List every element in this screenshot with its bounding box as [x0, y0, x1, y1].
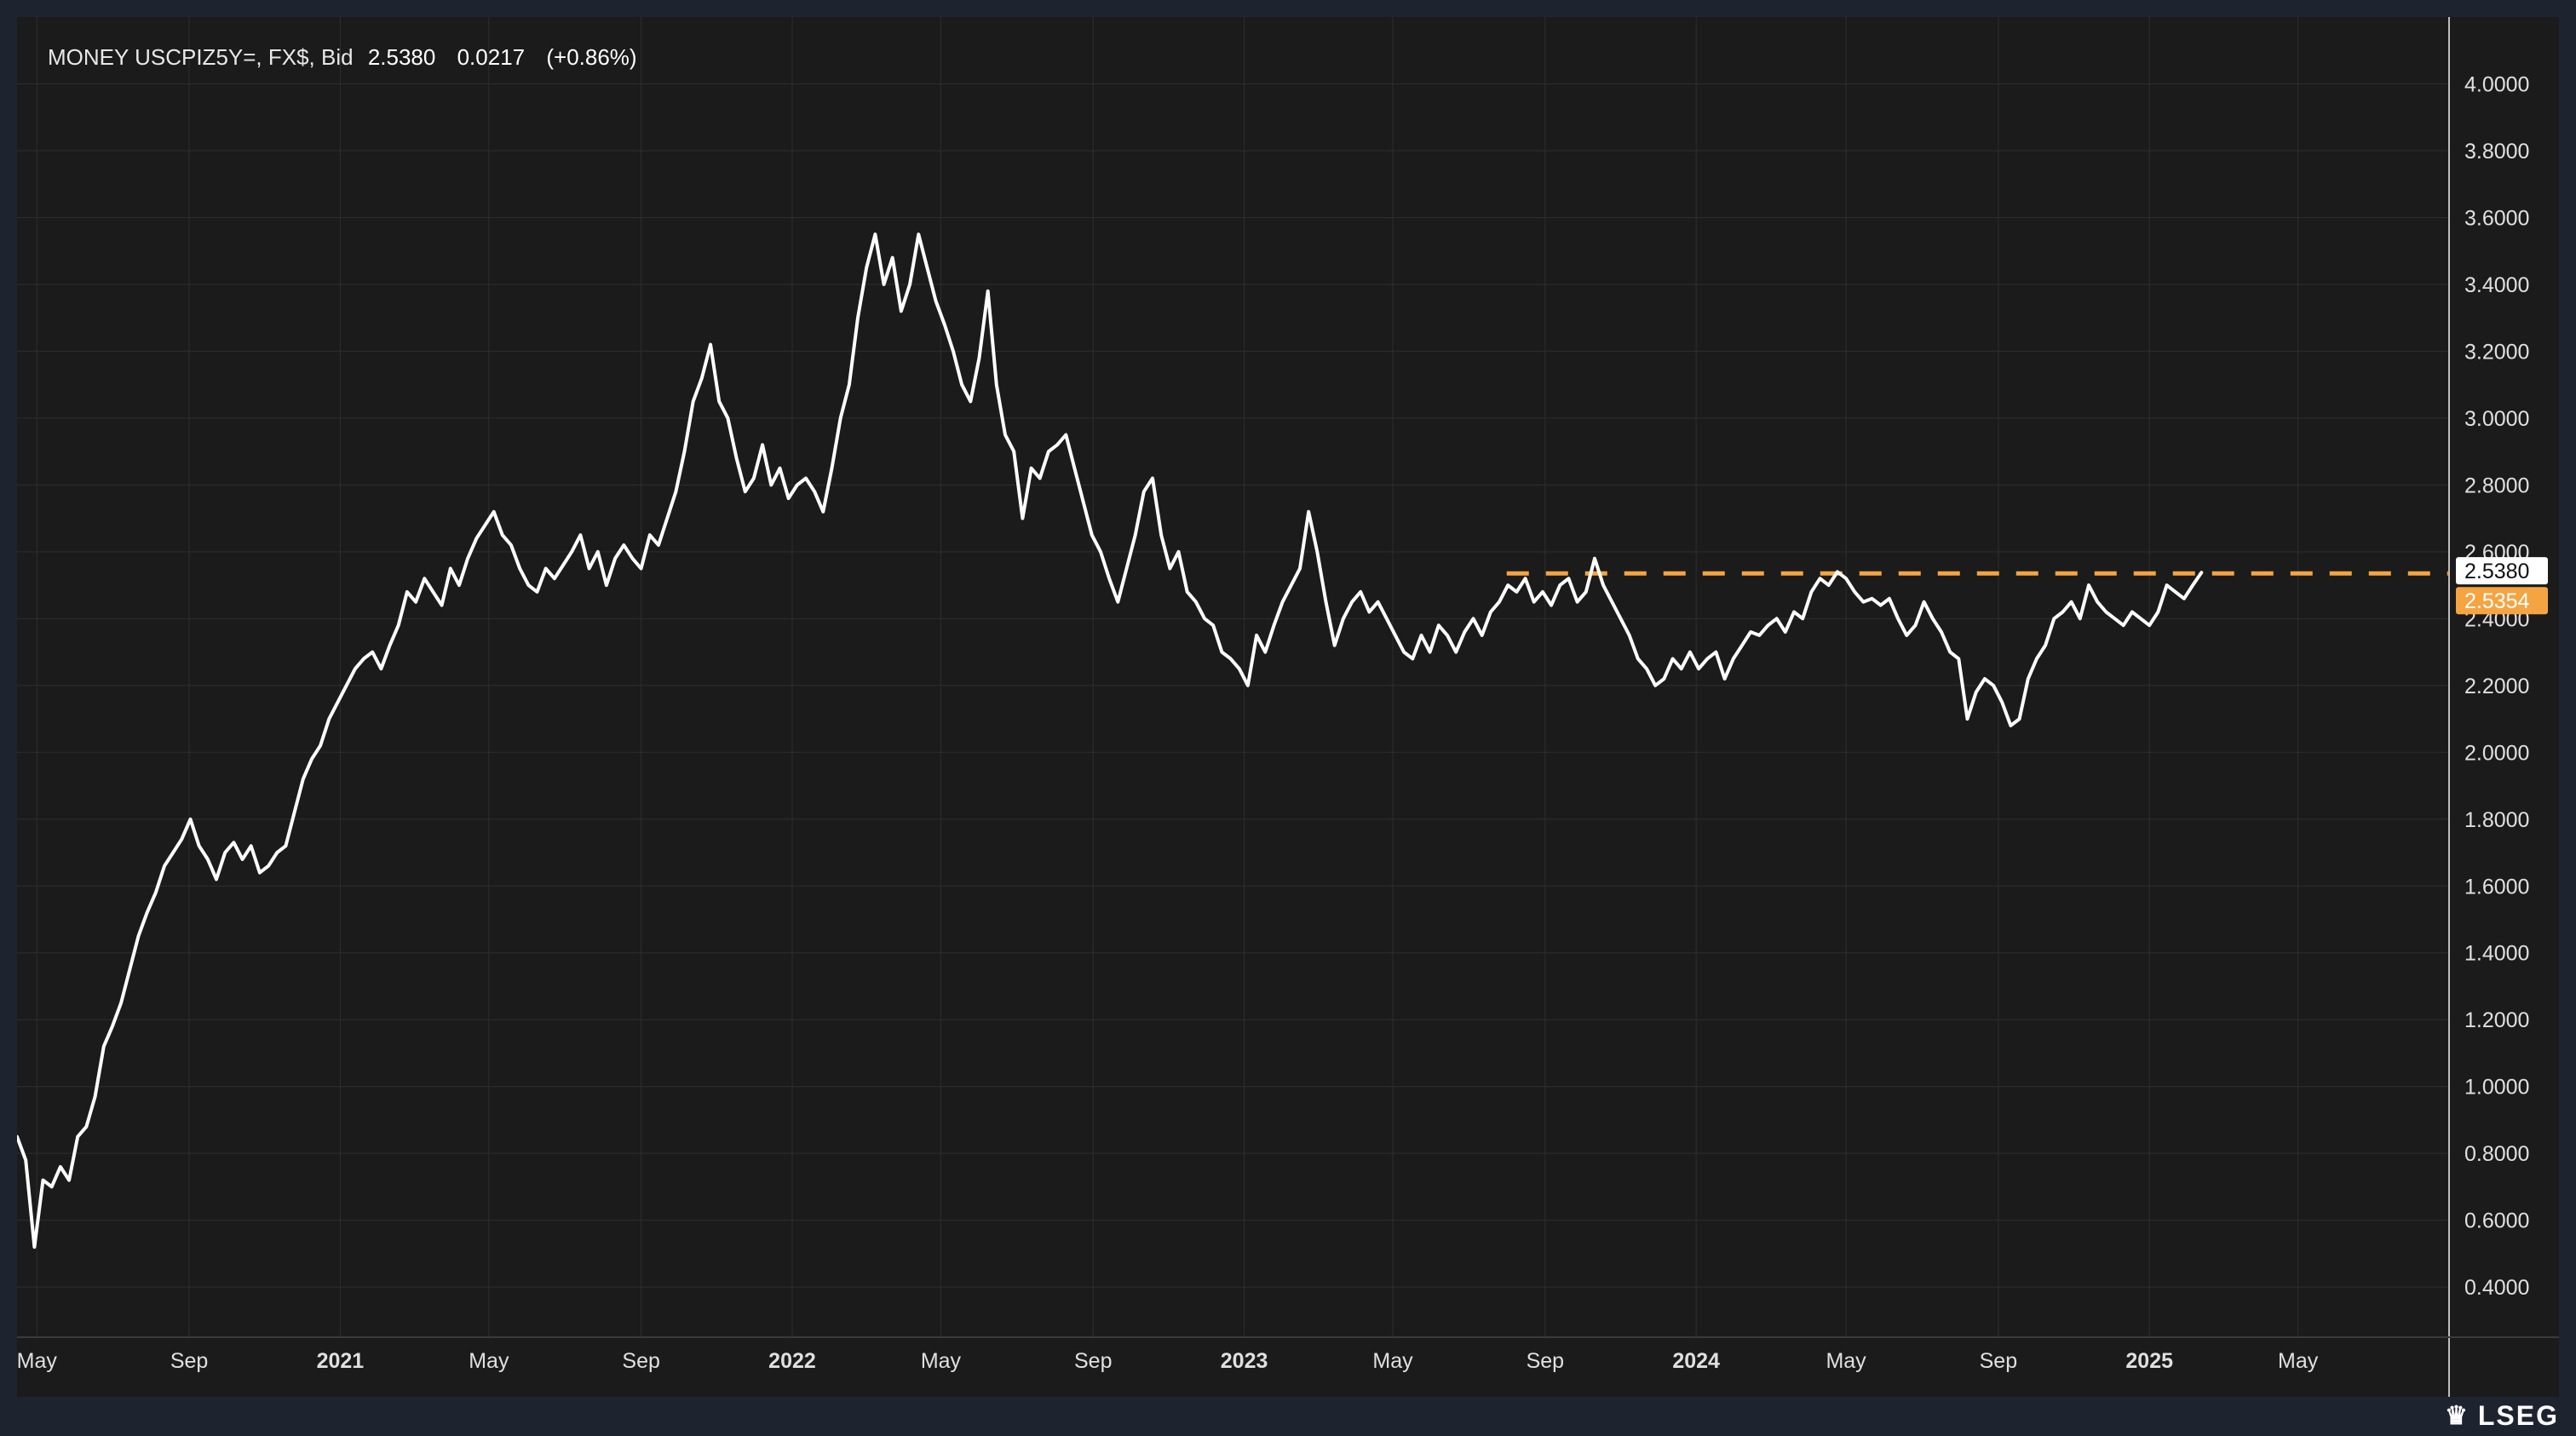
x-tick-label: 2023 [1221, 1349, 1268, 1373]
lion-crest-icon: ♛ [2444, 1401, 2470, 1430]
y-tick-label: 1.2000 [2464, 1008, 2529, 1032]
x-tick-label: May [17, 1349, 57, 1373]
logo-text: LSEG [2477, 1399, 2559, 1431]
y-tick-label: 0.4000 [2464, 1276, 2529, 1300]
x-tick-label: May [921, 1349, 962, 1373]
reference-value-label-bg [2456, 587, 2548, 615]
price-series-line[interactable] [17, 233, 2204, 1249]
x-tick-label: May [1372, 1349, 1413, 1373]
price-change: 0.0217 [457, 44, 526, 70]
chart-panel: 0.4000 0.6000 0.8000 1.0000 1.2000 1.4000 1.60… [17, 17, 2559, 1397]
x-tick-label: Sep [1074, 1349, 1112, 1373]
y-tick-label: 1.4000 [2464, 942, 2529, 966]
y-tick-label: 2.8000 [2464, 474, 2529, 497]
x-tick-label: 2025 [2125, 1349, 2173, 1373]
y-tick-label: 3.8000 [2464, 140, 2529, 164]
y-tick-label: 0.6000 [2464, 1209, 2529, 1233]
y-tick-label: 1.8000 [2464, 808, 2529, 832]
x-tick-label: 2022 [768, 1349, 816, 1373]
y-tick-label: 3.0000 [2464, 407, 2529, 431]
reference-value-label: 2.5354 [2464, 589, 2530, 613]
x-tick-label: 2024 [1672, 1349, 1720, 1373]
last-price: 2.5380 [367, 44, 436, 70]
instrument-header: MONEY USCPIZ5Y=, FX$, Bid 2.5380 0.0217 … [48, 44, 653, 71]
y-tick-label: 3.2000 [2464, 340, 2529, 364]
x-tick-label: May [1826, 1349, 1866, 1373]
y-tick-label: 2.0000 [2464, 741, 2529, 765]
y-tick-label: 3.4000 [2464, 273, 2529, 297]
lseg-logo: ♛ LSEG [2445, 1399, 2559, 1433]
y-tick-label: 4.0000 [2464, 72, 2529, 96]
x-tick-label: Sep [622, 1349, 659, 1373]
instrument-name: MONEY USCPIZ5Y=, FX$, Bid [48, 44, 354, 70]
x-tick-label: May [2278, 1349, 2319, 1373]
last-value-label: 2.5380 [2464, 560, 2529, 583]
price-change-pct: (+0.86%) [546, 44, 637, 70]
x-tick-label: Sep [170, 1349, 208, 1373]
price-chart[interactable]: 0.4000 0.6000 0.8000 1.0000 1.2000 1.4000 1.60… [17, 17, 2559, 1397]
last-value-label-bg [2456, 557, 2548, 585]
x-tick-label: 2021 [317, 1349, 365, 1373]
y-tick-label: 2.2000 [2464, 675, 2529, 698]
y-tick-label: 3.6000 [2464, 206, 2529, 230]
y-tick-label: 0.8000 [2464, 1142, 2529, 1166]
footer-bar [0, 1397, 2576, 1436]
x-tick-label: May [469, 1349, 509, 1373]
y-tick-label: 1.6000 [2464, 875, 2529, 899]
y-tick-label: 1.0000 [2464, 1076, 2529, 1100]
x-tick-label: Sep [1527, 1349, 1564, 1373]
x-tick-label: Sep [1980, 1349, 2017, 1373]
